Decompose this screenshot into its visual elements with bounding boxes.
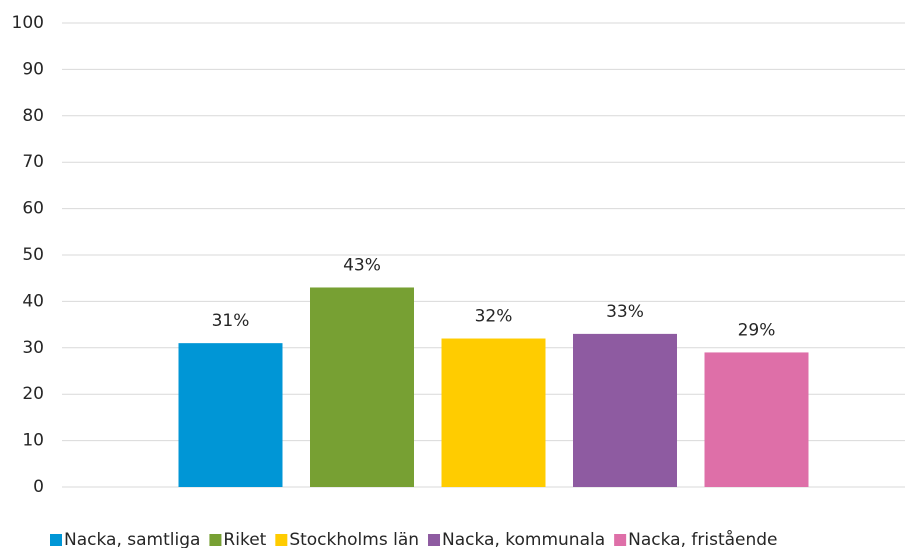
bar: [310, 287, 414, 487]
data-label: 43%: [343, 255, 381, 275]
legend-label: Nacka, samtliga: [64, 530, 200, 548]
y-tick-label: 20: [22, 384, 44, 404]
legend-label: Riket: [223, 530, 266, 548]
bar: [573, 333, 677, 487]
y-tick-label: 70: [22, 152, 44, 172]
y-tick-label: 80: [22, 106, 44, 126]
data-label: 32%: [475, 307, 513, 327]
y-tick-label: 100: [12, 13, 44, 33]
legend-swatch: [428, 534, 441, 546]
data-label: 29%: [738, 320, 776, 340]
legend-label: Stockholms län: [289, 530, 419, 548]
y-tick-label: 30: [22, 338, 44, 358]
y-tick-label: 40: [22, 291, 44, 311]
data-label: 33%: [606, 302, 644, 322]
bar: [704, 352, 809, 487]
bar: [441, 338, 546, 487]
legend-swatch: [275, 534, 288, 546]
bar: [178, 343, 283, 487]
y-tick-label: 60: [22, 199, 44, 219]
legend-swatch: [209, 534, 222, 546]
legend-label: Nacka, kommunala: [442, 530, 605, 548]
legend-swatch: [614, 534, 627, 546]
y-tick-label: 10: [22, 431, 44, 451]
y-tick-label: 0: [33, 477, 44, 497]
data-label: 31%: [212, 311, 250, 331]
legend-label: Nacka, fristående: [628, 529, 777, 548]
legend-swatch: [50, 534, 62, 546]
y-tick-label: 50: [22, 245, 44, 265]
y-tick-label: 90: [22, 59, 44, 79]
